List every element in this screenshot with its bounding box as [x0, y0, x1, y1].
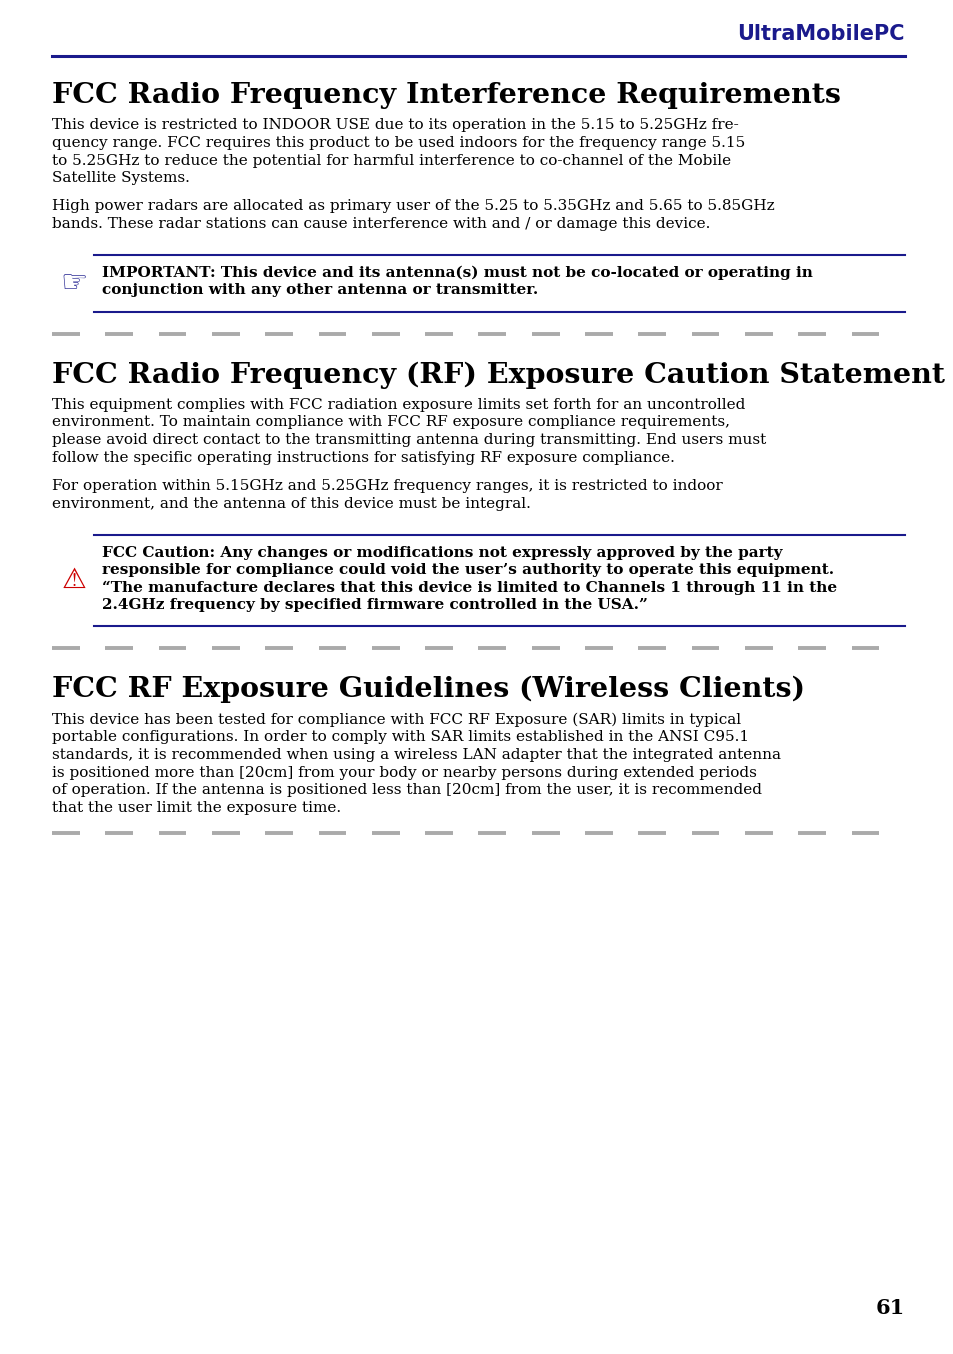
- Text: please avoid direct contact to the transmitting antenna during transmitting. End: please avoid direct contact to the trans…: [52, 433, 765, 447]
- Text: bands. These radar stations can cause interference with and / or damage this dev: bands. These radar stations can cause in…: [52, 217, 710, 232]
- Text: 61: 61: [875, 1298, 904, 1317]
- Text: Satellite Systems.: Satellite Systems.: [52, 172, 190, 185]
- Text: UltraMobilePC: UltraMobilePC: [737, 24, 904, 43]
- Text: 2.4GHz frequency by specified firmware controlled in the USA.”: 2.4GHz frequency by specified firmware c…: [102, 597, 647, 612]
- Text: This device is restricted to INDOOR USE due to its operation in the 5.15 to 5.25: This device is restricted to INDOOR USE …: [52, 118, 738, 131]
- Text: follow the specific operating instructions for satisfying RF exposure compliance: follow the specific operating instructio…: [52, 451, 674, 466]
- Text: FCC Radio Frequency (RF) Exposure Caution Statement: FCC Radio Frequency (RF) Exposure Cautio…: [52, 362, 944, 389]
- Text: is positioned more than [20cm] from your body or nearby persons during extended : is positioned more than [20cm] from your…: [52, 765, 756, 780]
- Text: to 5.25GHz to reduce the potential for harmful interference to co-channel of the: to 5.25GHz to reduce the potential for h…: [52, 153, 730, 168]
- Text: “The manufacture declares that this device is limited to Channels 1 through 11 i: “The manufacture declares that this devi…: [102, 581, 836, 594]
- Text: that the user limit the exposure time.: that the user limit the exposure time.: [52, 802, 341, 815]
- Text: FCC Caution: Any changes or modifications not expressly approved by the party: FCC Caution: Any changes or modification…: [102, 546, 781, 559]
- Text: ⚠: ⚠: [62, 566, 87, 594]
- Text: This equipment complies with FCC radiation exposure limits set forth for an unco: This equipment complies with FCC radiati…: [52, 398, 744, 412]
- Text: portable configurations. In order to comply with SAR limits established in the A: portable configurations. In order to com…: [52, 730, 748, 743]
- Text: of operation. If the antenna is positioned less than [20cm] from the user, it is: of operation. If the antenna is position…: [52, 784, 761, 798]
- Text: ☞: ☞: [60, 269, 88, 298]
- Text: For operation within 5.15GHz and 5.25GHz frequency ranges, it is restricted to i: For operation within 5.15GHz and 5.25GHz…: [52, 479, 722, 493]
- Text: conjunction with any other antenna or transmitter.: conjunction with any other antenna or tr…: [102, 283, 537, 298]
- Text: responsible for compliance could void the user’s authority to operate this equip: responsible for compliance could void th…: [102, 563, 833, 577]
- Text: environment. To maintain compliance with FCC RF exposure compliance requirements: environment. To maintain compliance with…: [52, 416, 729, 429]
- Text: quency range. FCC requires this product to be used indoors for the frequency ran: quency range. FCC requires this product …: [52, 135, 744, 150]
- Text: FCC RF Exposure Guidelines (Wireless Clients): FCC RF Exposure Guidelines (Wireless Cli…: [52, 676, 804, 704]
- Text: standards, it is recommended when using a wireless LAN adapter that the integrat: standards, it is recommended when using …: [52, 747, 781, 762]
- Text: FCC Radio Frequency Interference Requirements: FCC Radio Frequency Interference Require…: [52, 83, 840, 110]
- Text: High power radars are allocated as primary user of the 5.25 to 5.35GHz and 5.65 : High power radars are allocated as prima…: [52, 199, 774, 214]
- Text: IMPORTANT: This device and its antenna(s) must not be co-located or operating in: IMPORTANT: This device and its antenna(s…: [102, 265, 812, 280]
- Text: This device has been tested for compliance with FCC RF Exposure (SAR) limits in : This device has been tested for complian…: [52, 712, 740, 727]
- Text: environment, and the antenna of this device must be integral.: environment, and the antenna of this dev…: [52, 497, 530, 510]
